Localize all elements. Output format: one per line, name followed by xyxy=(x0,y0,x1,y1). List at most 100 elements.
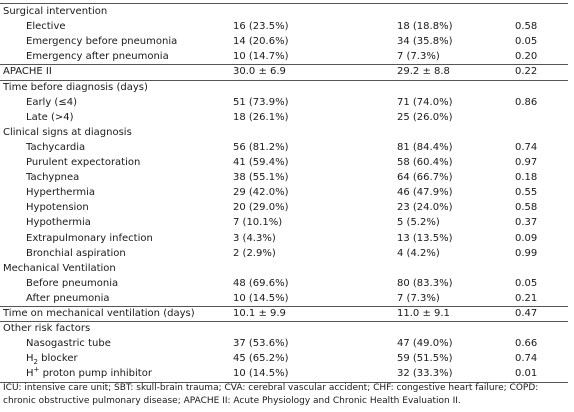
row-label: Bronchial aspiration xyxy=(26,246,126,261)
cell: 7 (7.3%) xyxy=(397,292,440,304)
cell: 32 (33.3%) xyxy=(397,368,453,380)
label-sup: + xyxy=(33,366,40,375)
row-label: H2 blocker xyxy=(26,351,78,366)
label-text: Before pneumonia xyxy=(26,277,119,289)
cell: 5 (5.2%) xyxy=(397,217,440,229)
label-text: Bronchial aspiration xyxy=(26,247,126,259)
cell: 7 (7.3%) xyxy=(397,51,440,63)
rule xyxy=(0,382,568,383)
cell: 56 (81.2%) xyxy=(233,141,289,153)
cell: 10 (14.5%) xyxy=(233,292,289,304)
cell: 16 (23.5%) xyxy=(233,21,289,33)
group-title: Mechanical Ventilation xyxy=(3,262,116,274)
cell: 0.55 xyxy=(515,187,538,199)
label-text: H xyxy=(26,368,34,380)
cell: 25 (26.0%) xyxy=(397,111,453,123)
cell: 0.21 xyxy=(515,292,538,304)
cell: 37 (53.6%) xyxy=(233,338,289,350)
row-label: Elective xyxy=(26,19,66,34)
footnote: ICU: intensive care unit; SBT: skull-bra… xyxy=(3,383,539,406)
label-sub: 2 xyxy=(33,358,38,367)
row-label: Hypotension xyxy=(26,200,89,215)
row-label: Nasogastric tube xyxy=(26,336,111,351)
cell: 14 (20.6%) xyxy=(233,36,289,48)
cell: 38 (55.1%) xyxy=(233,172,289,184)
label-text: Purulent expectoration xyxy=(26,157,141,168)
cell: 13 (13.5%) xyxy=(397,232,453,244)
cell: 0.74 xyxy=(515,141,538,153)
group-title: Time before diagnosis (days) xyxy=(3,81,148,93)
row-label: Hyperthermia xyxy=(26,185,95,200)
cell: 11.0 ± 9.1 xyxy=(397,308,450,319)
label-text: Hypotension xyxy=(26,202,89,214)
row-label: Late (>4) xyxy=(26,110,74,125)
cell: 58 (60.4%) xyxy=(397,157,453,168)
cell: 51 (73.9%) xyxy=(233,96,289,108)
label-text: Emergency before pneumonia xyxy=(26,36,178,48)
cell: 0.99 xyxy=(515,247,538,259)
cell: 10 (14.7%) xyxy=(233,51,289,63)
cell: 0.05 xyxy=(515,277,538,289)
cell: 30.0 ± 6.9 xyxy=(233,66,286,78)
cell: 0.01 xyxy=(515,368,538,380)
row-label: Purulent expectoration xyxy=(26,155,140,170)
cell: 0.47 xyxy=(515,308,538,319)
cell: 0.74 xyxy=(515,353,538,365)
cell: 23 (24.0%) xyxy=(397,202,453,214)
cell: 29.2 ± 8.8 xyxy=(397,66,450,78)
cell: 7 (10.1%) xyxy=(233,217,283,229)
cell: 47 (49.0%) xyxy=(397,338,453,350)
cell: 0.66 xyxy=(515,338,538,350)
cell: 45 (65.2%) xyxy=(233,353,289,365)
cell: 18 (26.1%) xyxy=(233,111,289,123)
rule xyxy=(0,306,568,307)
row-label: Early (≤4) xyxy=(26,95,77,110)
cell: 48 (69.6%) xyxy=(233,277,289,289)
label-text: Tachycardia xyxy=(26,141,86,153)
row-label: After pneumonia xyxy=(26,291,109,306)
rule xyxy=(0,321,568,322)
rule xyxy=(0,80,568,81)
row-label: H+ proton pump inhibitor xyxy=(26,366,152,381)
label-text: Early (≤4) xyxy=(26,96,77,108)
cell: 3 (4.3%) xyxy=(233,232,276,244)
row-label: Emergency after pneumonia xyxy=(26,49,169,64)
label-text: Tachypnea xyxy=(26,172,80,184)
label-text: H xyxy=(26,353,34,365)
cell: 29 (42.0%) xyxy=(233,187,289,199)
row-label: Tachypnea xyxy=(26,170,79,185)
cell: 2 (2.9%) xyxy=(233,247,276,259)
label-text: Nasogastric tube xyxy=(26,338,111,350)
label-text: Emergency after pneumonia xyxy=(26,51,169,63)
cell: 46 (47.9%) xyxy=(397,187,453,199)
label-rest: blocker xyxy=(38,353,78,365)
group-title: Other risk factors xyxy=(3,323,91,335)
label-rest: proton pump inhibitor xyxy=(39,368,152,380)
cell: 0.37 xyxy=(515,217,538,229)
cell: 80 (83.3%) xyxy=(397,277,453,289)
cell: 0.86 xyxy=(515,96,538,108)
label-text: Late (>4) xyxy=(26,111,74,123)
cell: 34 (35.8%) xyxy=(397,36,453,48)
group-title: Clinical signs at diagnosis xyxy=(3,126,132,138)
row-label: Emergency before pneumonia xyxy=(26,34,177,49)
group-title: Surgical intervention xyxy=(3,6,108,17)
row-label: Extrapulmonary infection xyxy=(26,231,153,246)
row-label: Hypothermia xyxy=(26,215,91,230)
label-text: Extrapulmonary infection xyxy=(26,232,153,244)
cell: 81 (84.4%) xyxy=(397,141,453,153)
cell: 41 (59.4%) xyxy=(233,157,289,168)
cell: 0.05 xyxy=(515,36,538,48)
label-text: Elective xyxy=(26,21,66,33)
cell: 4 (4.2%) xyxy=(397,247,440,259)
cell: 0.09 xyxy=(515,232,538,244)
cell: 0.22 xyxy=(515,66,538,78)
rule xyxy=(0,3,568,4)
cell: 71 (74.0%) xyxy=(397,96,453,108)
cell: 0.18 xyxy=(515,172,538,184)
group-title: APACHE II xyxy=(3,66,52,78)
cell: 10 (14.5%) xyxy=(233,368,289,380)
cell: 10.1 ± 9.9 xyxy=(233,308,286,319)
cell: 0.58 xyxy=(515,202,538,214)
